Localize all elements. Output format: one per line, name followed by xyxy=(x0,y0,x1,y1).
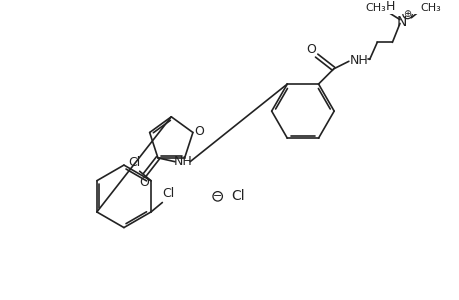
Text: NH: NH xyxy=(349,54,368,67)
Text: O: O xyxy=(305,44,315,56)
Text: −: − xyxy=(213,191,222,201)
Text: CH₃: CH₃ xyxy=(364,3,385,13)
Text: H: H xyxy=(385,0,394,13)
Text: Cl: Cl xyxy=(162,188,174,200)
Text: CH₃: CH₃ xyxy=(419,3,440,13)
Text: ⊕: ⊕ xyxy=(403,9,411,19)
Text: O: O xyxy=(194,125,204,138)
Text: Cl: Cl xyxy=(128,156,140,169)
Text: NH: NH xyxy=(174,155,192,168)
Text: O: O xyxy=(140,176,149,189)
Text: Cl: Cl xyxy=(230,189,244,203)
Text: N: N xyxy=(396,14,406,28)
